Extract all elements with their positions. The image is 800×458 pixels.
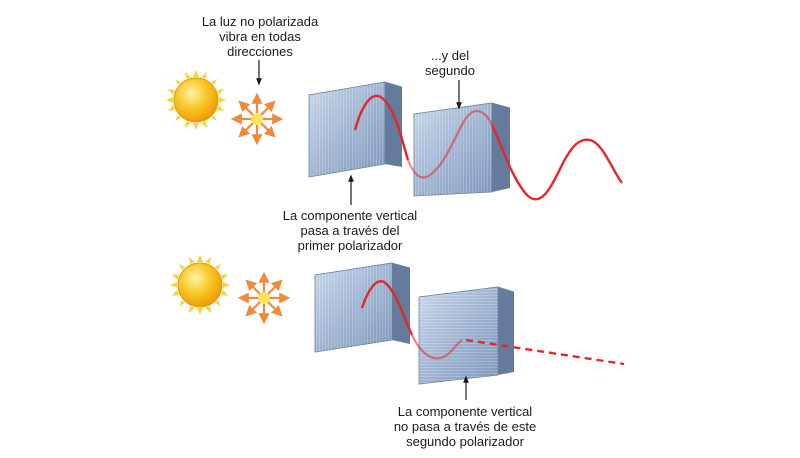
label-line: segundo (425, 63, 475, 78)
blocked-wave-dashed-line (465, 338, 625, 366)
sun-icon (165, 69, 227, 131)
unpolarized-light-icon-bottom (240, 274, 288, 322)
label-line: primer polarizador (297, 238, 403, 253)
label-line: La luz no polarizada (201, 14, 319, 29)
light-wave-top-segment-2 (490, 124, 623, 201)
second-polarizer-bottom (418, 286, 515, 385)
label-line: La componente vertical (397, 404, 533, 419)
vertical-component-blocked-label: La componente vertical no pasa a través … (390, 404, 540, 449)
unpolarized-light-label: La luz no polarizada vibra en todas dire… (185, 14, 335, 59)
label-line: pasa a través del (300, 223, 400, 238)
label-line: ...y del (430, 48, 470, 63)
unpolarized-light-icon (233, 95, 281, 143)
label-line: direcciones (227, 44, 293, 59)
label-line: no pasa a través de este (393, 419, 537, 434)
second-polarizer-label: ...y del segundo (410, 48, 490, 78)
label-line: La componente vertical (282, 208, 418, 223)
sun-icon-bottom (169, 254, 231, 316)
light-wave-bottom-inside (411, 334, 463, 360)
light-wave-bottom-segment-1 (360, 280, 414, 336)
first-polarizer-top (308, 81, 403, 178)
light-wave-top-segment-1 (353, 94, 410, 161)
label-line: vibra en todas (219, 29, 301, 44)
label-line: segundo polarizador (406, 434, 524, 449)
second-polarizer-top (413, 102, 511, 197)
vertical-component-passes-label: La componente vertical pasa a través del… (275, 208, 425, 253)
light-wave-top-inside (406, 109, 493, 179)
